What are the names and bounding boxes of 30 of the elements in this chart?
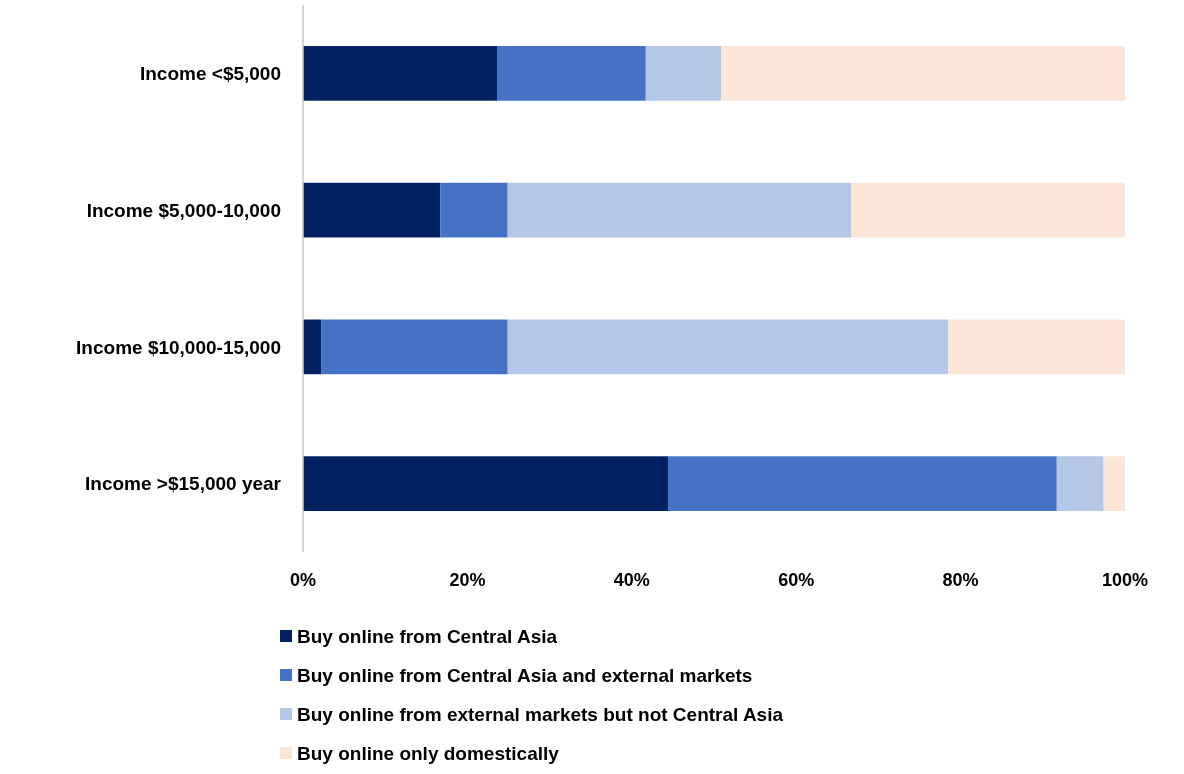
bar xyxy=(851,182,1125,238)
x-tick-label: 100% xyxy=(1101,570,1149,590)
legend-label: Buy online from Central Asia xyxy=(297,625,558,647)
bar xyxy=(440,182,508,238)
bar xyxy=(948,319,1125,375)
bar xyxy=(321,319,508,375)
x-tick-label: 20% xyxy=(449,570,486,590)
x-tick-label: 80% xyxy=(942,570,979,590)
bar xyxy=(507,182,852,238)
y-tick-label: Income $5,000-10,000 xyxy=(86,199,281,221)
bar xyxy=(303,46,497,101)
bar xyxy=(507,319,949,375)
y-tick-label: Income $10,000-15,000 xyxy=(76,336,281,358)
x-tick-label: 40% xyxy=(613,570,650,590)
y-tick-label: Income >$15,000 year xyxy=(85,473,282,495)
bar xyxy=(667,456,1057,511)
bar xyxy=(303,456,668,511)
x-tick-label: 60% xyxy=(778,570,815,590)
bar xyxy=(303,182,441,238)
legend-label: Buy online only domestically xyxy=(297,742,560,764)
legend-label: Buy online from Central Asia and external markets xyxy=(297,664,753,686)
bar xyxy=(1103,456,1125,511)
y-tick-label: Income <$5,000 xyxy=(139,63,281,85)
x-tick-label: 0% xyxy=(289,570,317,590)
bar xyxy=(721,46,1125,101)
bar xyxy=(303,319,322,375)
bar xyxy=(496,46,646,101)
legend-label: Buy online from external markets but not Central Asia xyxy=(297,703,784,725)
bar xyxy=(1056,456,1104,511)
bar xyxy=(645,46,722,101)
